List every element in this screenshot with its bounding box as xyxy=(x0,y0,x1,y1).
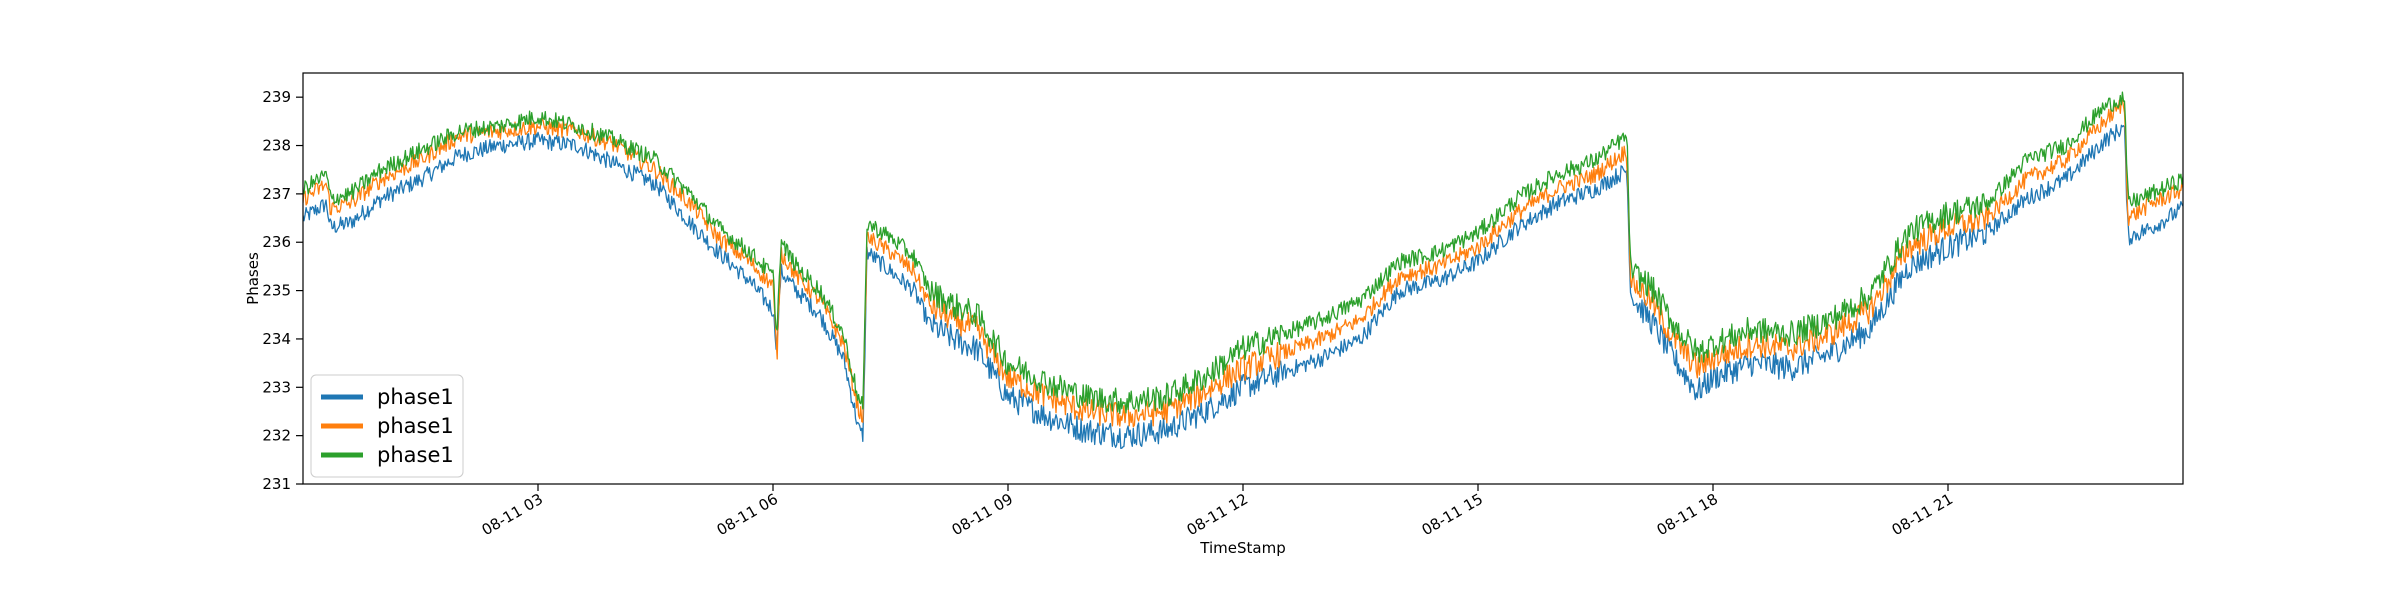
series-layer xyxy=(303,92,2183,448)
legend: phase1 phase1 phase1 xyxy=(311,375,463,477)
x-tick-label: 08-11 21 xyxy=(1889,490,1956,539)
x-tick-label: 08-11 09 xyxy=(949,490,1016,539)
x-tick-label: 08-11 06 xyxy=(714,490,781,539)
y-tick-label: 238 xyxy=(262,137,291,155)
y-tick-label: 232 xyxy=(262,427,291,445)
y-tick-label: 239 xyxy=(262,88,291,106)
y-axis: 231 232 233 234 235 236 237 238 239 xyxy=(262,88,303,493)
series-line-1 xyxy=(303,125,2183,449)
legend-label: phase1 xyxy=(377,385,454,409)
x-tick-label: 08-11 12 xyxy=(1184,490,1251,539)
y-tick-label: 236 xyxy=(262,233,291,251)
y-tick-label: 235 xyxy=(262,282,291,300)
x-axis: 08-11 03 08-11 06 08-11 09 08-11 12 08-11 15… xyxy=(479,484,1956,539)
legend-label: phase1 xyxy=(377,443,454,467)
y-tick-label: 234 xyxy=(262,330,291,348)
legend-label: phase1 xyxy=(377,414,454,438)
y-tick-label: 237 xyxy=(262,185,291,203)
x-axis-label: TimeStamp xyxy=(1199,539,1285,557)
x-tick-label: 08-11 15 xyxy=(1419,490,1486,539)
x-tick-label: 08-11 03 xyxy=(479,490,546,539)
y-tick-label: 233 xyxy=(262,378,291,396)
y-tick-label: 231 xyxy=(262,475,291,493)
x-tick-label: 08-11 18 xyxy=(1654,490,1721,539)
y-axis-label: Phases xyxy=(244,252,262,305)
